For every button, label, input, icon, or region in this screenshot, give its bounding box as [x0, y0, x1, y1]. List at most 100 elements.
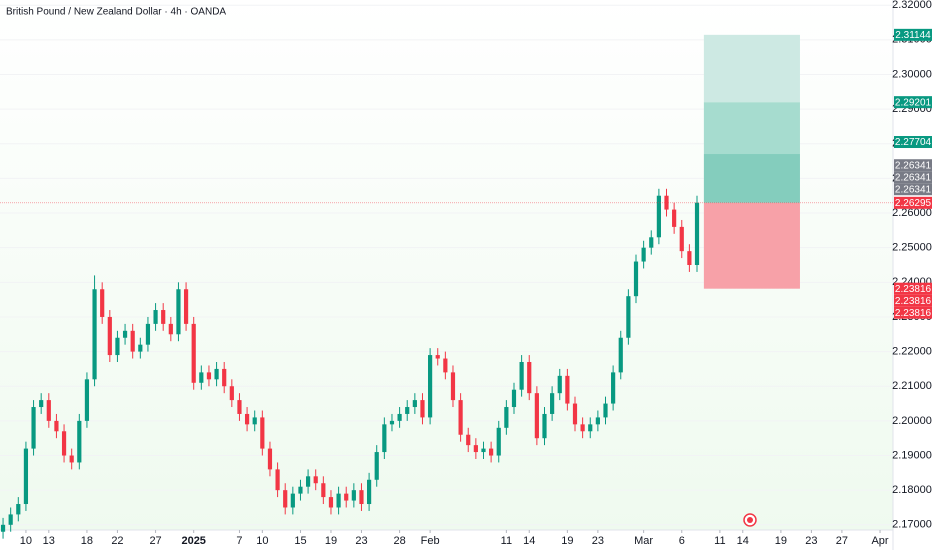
candle-body	[588, 424, 593, 432]
x-tick-label: Mar	[634, 535, 653, 547]
x-tick-label: 19	[561, 535, 573, 547]
candle-body	[328, 497, 334, 508]
candle-body	[572, 403, 578, 425]
y-tick-label: 2.21000	[892, 380, 932, 392]
candle-body	[405, 407, 410, 414]
candle-body	[687, 251, 692, 265]
candle-body	[0, 524, 6, 532]
candle-body	[450, 372, 456, 401]
candle-body	[54, 420, 59, 432]
price-label-badge	[894, 282, 932, 295]
candle-body	[16, 504, 21, 515]
position-zone	[703, 154, 800, 203]
candle-body	[237, 400, 242, 414]
candle-body	[611, 372, 616, 404]
x-tick-label: 23	[805, 535, 817, 547]
candle-body	[458, 400, 463, 435]
candle-body	[168, 323, 173, 335]
candle-body	[382, 424, 387, 453]
candle-body	[100, 289, 105, 317]
x-tick-label: 10	[256, 535, 268, 547]
x-tick-label: 19	[325, 535, 337, 547]
candle-body	[8, 514, 13, 525]
x-tick-label: 19	[775, 535, 787, 547]
candle-body	[496, 427, 501, 456]
candle-body	[344, 493, 349, 501]
candle-body	[130, 330, 135, 352]
y-tick-label: 2.22000	[892, 346, 932, 358]
x-tick-label: 23	[355, 535, 367, 547]
price-label: 2.23816	[895, 296, 932, 307]
x-tick-label: 15	[294, 535, 306, 547]
candle-body	[191, 323, 196, 383]
y-tick-label: 2.32000	[892, 0, 932, 11]
price-label: 2.26341	[895, 184, 932, 195]
price-label-badge	[894, 183, 932, 196]
x-tick-label: 2025	[181, 535, 205, 547]
candle-body	[481, 448, 486, 453]
price-label-badge	[894, 196, 932, 209]
x-tick-label: 14	[737, 535, 749, 547]
price-label-badge	[894, 159, 932, 172]
x-tick-label: 27	[836, 535, 848, 547]
price-label-badge	[894, 294, 932, 307]
y-tick-label: 2.18000	[892, 484, 932, 496]
candle-body	[298, 486, 303, 494]
candle-body	[534, 393, 539, 439]
candle-body	[115, 337, 120, 356]
candle-body	[649, 237, 654, 248]
candle-body	[122, 330, 128, 338]
candle-body	[199, 372, 204, 383]
candle-body	[519, 361, 524, 390]
candle-body	[77, 420, 82, 463]
price-label: 2.23816	[895, 284, 932, 295]
price-label-badge	[894, 136, 932, 149]
price-label-badge	[894, 306, 932, 319]
x-tick-label: 14	[523, 535, 535, 547]
candle-body	[542, 413, 547, 439]
x-tick-label: 7	[236, 535, 242, 547]
candle-body	[641, 247, 646, 262]
candle-body	[633, 261, 639, 297]
candle-body	[527, 361, 532, 394]
candle-body	[46, 400, 51, 421]
candle-body	[222, 368, 227, 387]
candle-body	[267, 448, 273, 470]
candle-body	[443, 358, 448, 373]
x-tick-label: Apr	[871, 535, 888, 547]
candle-body	[183, 289, 189, 324]
candle-body	[511, 389, 517, 408]
candle-body	[420, 400, 425, 418]
x-tick-label: Feb	[421, 535, 440, 547]
candle-body	[39, 400, 44, 408]
y-tick-label: 2.25000	[892, 242, 932, 254]
x-tick-label: 27	[149, 535, 161, 547]
candle-body	[428, 355, 433, 418]
candle-body	[557, 375, 562, 394]
candle-body	[595, 417, 600, 425]
price-label-badge	[894, 171, 932, 184]
x-tick-label: 10	[20, 535, 32, 547]
x-tick-label: 11	[714, 535, 725, 547]
candle-body	[603, 403, 608, 418]
candle-body	[244, 413, 250, 425]
candle-body	[679, 226, 684, 252]
candle-body	[504, 407, 509, 428]
candle-body	[489, 448, 494, 456]
price-label: 2.26341	[895, 160, 932, 171]
x-tick-label: 22	[111, 535, 123, 547]
price-label-badge	[894, 96, 932, 109]
candle-body	[473, 445, 478, 453]
y-tick-label: 2.19000	[892, 449, 932, 461]
candle-body	[176, 289, 181, 335]
candle-body	[161, 310, 166, 324]
candle-body	[550, 393, 555, 414]
event-icon[interactable]	[743, 513, 757, 527]
price-label-badge	[894, 28, 932, 41]
chart-title: British Pound / New Zealand Dollar · 4h …	[6, 7, 226, 18]
candle-body	[694, 202, 700, 265]
candle-body	[206, 372, 212, 380]
position-zone	[703, 102, 800, 155]
candle-body	[138, 344, 143, 352]
